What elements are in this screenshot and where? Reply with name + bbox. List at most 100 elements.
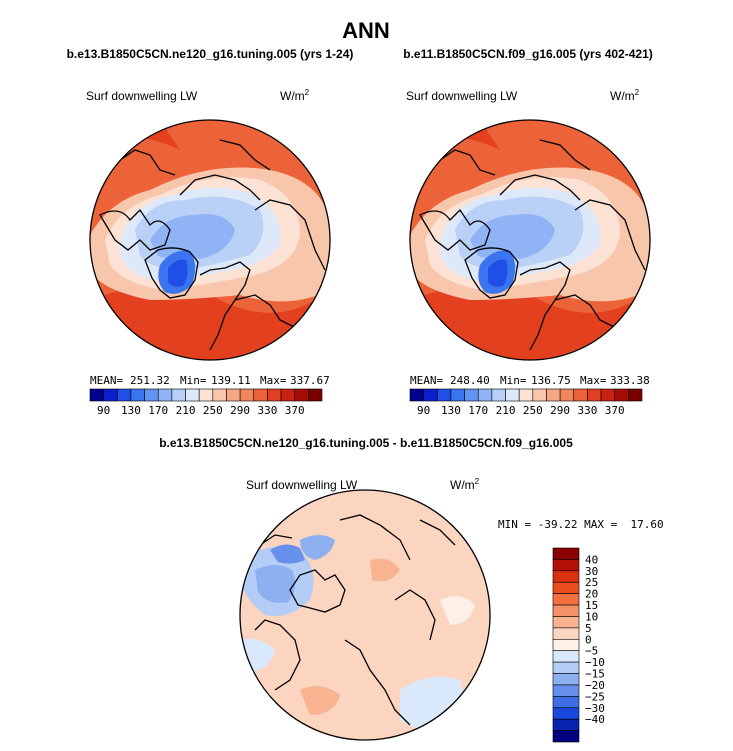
panel1-colorbar-tick-label: 330	[257, 404, 277, 417]
panel2-colorbar-tick-label: 90	[417, 404, 430, 417]
panel1-colorbar-swatch	[171, 388, 186, 402]
panel1-colorbar-swatch	[198, 388, 214, 402]
panel1-colorbar-swatch	[185, 388, 200, 402]
panel3-colorbar-swatch	[552, 684, 580, 697]
panel3-stats: MIN = -39.22 MAX = 17.60	[498, 518, 664, 531]
panel3-colorbar-tick-label: 25	[585, 576, 598, 589]
panel2-mean-label: MEAN=	[410, 374, 443, 387]
panel3-map	[239, 489, 491, 741]
panel3-colorbar-swatch	[552, 559, 580, 572]
panel2-colorbar-swatch	[559, 388, 575, 402]
panel3-colorbar-tick-label: −10	[585, 656, 605, 669]
panel1-max-value: 337.67	[290, 374, 330, 387]
panel1-stats: MEAN= 251.32 Min= 139.11 Max= 337.67	[90, 374, 330, 387]
panel1-units-label: W/m2	[280, 88, 310, 103]
panel1-colorbar-swatch	[226, 388, 241, 402]
panel1-colorbar-swatch	[308, 388, 323, 402]
panel2-mean-value: 248.40	[450, 374, 490, 387]
panel1-max-label: Max=	[260, 374, 287, 387]
panel2-subtitle: b.e11.B1850C5CN.f09_g16.005 (yrs 402-421…	[403, 47, 653, 61]
panel1-mean-label: MEAN=	[90, 374, 123, 387]
panel1-colorbar-swatch	[267, 388, 282, 402]
panel3-colorbar-swatch	[552, 604, 580, 617]
panel1-colorbar-swatch	[144, 388, 159, 402]
panel3-colorbar-swatch	[552, 581, 580, 594]
panel3-variable-label: Surf downwelling LW	[246, 478, 358, 492]
panel3-colorbar-tick-label: −15	[585, 668, 605, 681]
panel1-map	[89, 119, 331, 361]
panel2-colorbar-swatch	[573, 388, 588, 402]
panel3-colorbar-swatch	[552, 616, 580, 629]
panel3-colorbar-swatch	[552, 593, 580, 606]
panel2-colorbar-swatch	[587, 388, 602, 402]
panel2-colorbar-swatch	[491, 388, 506, 402]
panel3-colorbar-swatch	[552, 661, 580, 674]
panel3-colorbar-tick-label: 15	[585, 599, 598, 612]
panel1-colorbar-tick-label: 90	[97, 404, 110, 417]
panel3-colorbar-swatch	[552, 627, 580, 640]
panel2-colorbar: 90 130 170 210 250 290 330 370	[409, 388, 643, 417]
panel2-colorbar-swatch	[436, 388, 452, 402]
panel2-colorbar-swatch	[532, 388, 547, 402]
panel1-colorbar-swatch	[130, 388, 145, 402]
panel1-colorbar-swatch	[89, 388, 104, 402]
panel1-colorbar-tick-label: 370	[285, 404, 305, 417]
panel1-colorbar: 90 130 170 210 250 290 330 370	[89, 388, 323, 417]
panel2-colorbar-tick-label: 210	[496, 404, 516, 417]
panel3-colorbar-swatch	[552, 696, 580, 709]
panel2-variable-label: Surf downwelling LW	[406, 89, 518, 103]
panel1-colorbar-swatch	[157, 388, 173, 402]
panel2-colorbar-tick-label: 330	[577, 404, 597, 417]
main-title: ANN	[342, 18, 390, 43]
panel2-colorbar-swatch	[450, 388, 465, 402]
panel2-colorbar-swatch	[477, 388, 493, 402]
panel3-units-label: W/m2	[450, 477, 480, 492]
panel2-colorbar-tick-label: 250	[523, 404, 543, 417]
panel3-colorbar-tick-label: 0	[585, 633, 592, 646]
panel1-colorbar-swatch	[103, 388, 118, 402]
panel1-min-value: 139.11	[211, 374, 251, 387]
panel2-map	[409, 119, 651, 361]
panel2-colorbar-swatch	[614, 388, 629, 402]
panel2-colorbar-swatch	[409, 388, 424, 402]
panel3-colorbar-tick-label: −5	[585, 645, 598, 658]
panel3-subtitle: b.e13.B1850C5CN.ne120_g16.tuning.005 - b…	[159, 436, 573, 450]
panel2-colorbar-swatch	[546, 388, 561, 402]
panel2-min-value: 136.75	[531, 374, 571, 387]
panel3-colorbar-swatch	[552, 570, 580, 583]
panel1-colorbar-swatch	[116, 388, 132, 402]
panel2-units-label: W/m2	[610, 88, 640, 103]
panel1-colorbar-swatch	[280, 388, 296, 402]
panel3-colorbar-swatch	[552, 718, 580, 731]
panel1-colorbar-swatch	[212, 388, 227, 402]
panel2-colorbar-swatch	[423, 388, 438, 402]
panel1-colorbar-tick-label: 170	[148, 404, 168, 417]
panel3-colorbar-tick-label: 40	[585, 553, 598, 566]
panel2-colorbar-swatch	[518, 388, 534, 402]
panel1-min-label: Min=	[180, 374, 207, 387]
panel3-colorbar-tick-label: 10	[585, 610, 598, 623]
panel2-colorbar-swatch	[628, 388, 643, 402]
panel2-stats: MEAN= 248.40 Min= 136.75 Max= 333.38	[410, 374, 650, 387]
panel1-subtitle: b.e13.B1850C5CN.ne120_g16.tuning.005 (yr…	[67, 47, 354, 61]
panel1-colorbar-swatch	[294, 388, 309, 402]
panel2-max-label: Max=	[580, 374, 607, 387]
panel2-colorbar-tick-label: 370	[605, 404, 625, 417]
panel2-colorbar-tick-label: 170	[468, 404, 488, 417]
panel3-colorbar-swatch	[552, 638, 580, 652]
panel1-colorbar-swatch	[239, 388, 255, 402]
panel3-colorbar-swatch	[552, 673, 580, 686]
panel3-colorbar-swatch	[552, 730, 580, 743]
panel2-colorbar-tick-label: 290	[550, 404, 570, 417]
panel2-colorbar-swatch	[600, 388, 616, 402]
panel1-colorbar-tick-label: 130	[121, 404, 141, 417]
panel3-colorbar-tick-label: −40	[585, 713, 605, 726]
panel2-colorbar-tick-label: 130	[441, 404, 461, 417]
panel3-colorbar-tick-label: −20	[585, 679, 605, 692]
panel2-colorbar-swatch	[505, 388, 520, 402]
panel3-colorbar-tick-label: −30	[585, 702, 605, 715]
panel3-colorbar-swatch	[552, 547, 580, 560]
panel1-colorbar-tick-label: 250	[203, 404, 223, 417]
